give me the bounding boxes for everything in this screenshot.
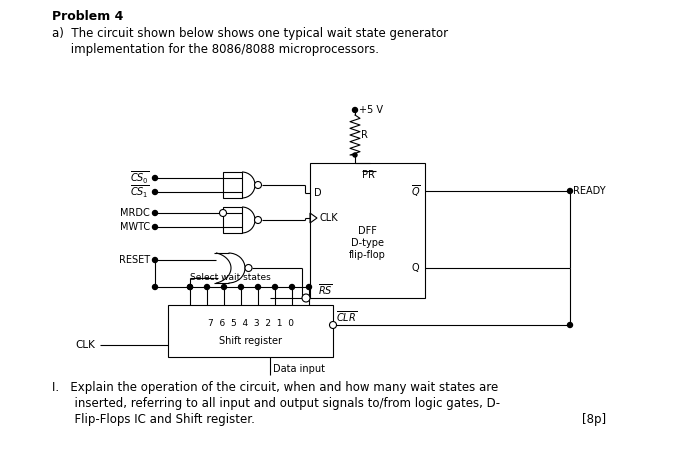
Text: CLK: CLK — [75, 340, 95, 350]
Circle shape — [152, 258, 158, 262]
Circle shape — [330, 322, 336, 328]
Text: a)  The circuit shown below shows one typical wait state generator: a) The circuit shown below shows one typ… — [52, 27, 448, 41]
Circle shape — [152, 189, 158, 195]
Text: 7  6  5  4  3  2  1  0: 7 6 5 4 3 2 1 0 — [208, 318, 293, 327]
Text: inserted, referring to all input and output signals to/from logic gates, D-: inserted, referring to all input and out… — [52, 398, 500, 411]
Circle shape — [187, 284, 193, 290]
Text: Flip-Flops IC and Shift register.: Flip-Flops IC and Shift register. — [52, 414, 255, 427]
Circle shape — [239, 284, 243, 290]
Text: $\overline{CS_0}$: $\overline{CS_0}$ — [130, 170, 150, 187]
Text: PR: PR — [362, 170, 375, 180]
Text: [8p]: [8p] — [582, 414, 606, 427]
Text: I.   Explain the operation of the circuit, when and how many wait states are: I. Explain the operation of the circuit,… — [52, 382, 498, 395]
Text: RESET: RESET — [119, 255, 150, 265]
Circle shape — [204, 284, 210, 290]
Bar — [168, 305, 333, 357]
Text: Q: Q — [411, 263, 419, 273]
Circle shape — [255, 284, 260, 290]
Text: MRDC: MRDC — [120, 208, 150, 218]
Circle shape — [152, 211, 158, 216]
Circle shape — [220, 210, 226, 217]
Circle shape — [307, 284, 311, 290]
Text: +5 V: +5 V — [359, 105, 383, 115]
Text: READY: READY — [573, 186, 606, 196]
Text: Select wait states: Select wait states — [190, 273, 271, 282]
Text: D: D — [314, 188, 321, 198]
Circle shape — [152, 284, 158, 290]
Text: Data input: Data input — [273, 364, 325, 374]
Circle shape — [245, 265, 252, 271]
Circle shape — [290, 284, 295, 290]
Circle shape — [353, 153, 357, 157]
Circle shape — [272, 284, 278, 290]
Text: $\overline{CLR}$: $\overline{CLR}$ — [336, 309, 357, 325]
Text: MWTC: MWTC — [120, 222, 150, 232]
Circle shape — [353, 107, 357, 113]
Bar — [310, 163, 425, 298]
Circle shape — [255, 181, 262, 188]
Circle shape — [152, 225, 158, 229]
Circle shape — [568, 323, 572, 327]
Circle shape — [302, 294, 310, 302]
Text: CLK: CLK — [320, 213, 338, 223]
Circle shape — [255, 217, 262, 224]
Text: DFF: DFF — [358, 226, 377, 236]
Circle shape — [568, 188, 572, 194]
Bar — [223, 207, 242, 233]
Text: flip-flop: flip-flop — [349, 250, 386, 260]
Text: implementation for the 8086/8088 microprocessors.: implementation for the 8086/8088 micropr… — [52, 43, 379, 57]
Text: Shift register: Shift register — [219, 336, 282, 346]
Text: R: R — [361, 130, 368, 140]
Text: $\overline{RS}$: $\overline{RS}$ — [318, 283, 333, 297]
Circle shape — [222, 284, 226, 290]
Text: $\overline{Q}$: $\overline{Q}$ — [411, 183, 421, 199]
Text: Problem 4: Problem 4 — [52, 9, 123, 23]
Circle shape — [152, 176, 158, 180]
Bar — [223, 172, 242, 198]
Text: $\overline{CS_1}$: $\overline{CS_1}$ — [130, 184, 150, 200]
Text: D-type: D-type — [351, 238, 384, 248]
Circle shape — [187, 284, 193, 290]
